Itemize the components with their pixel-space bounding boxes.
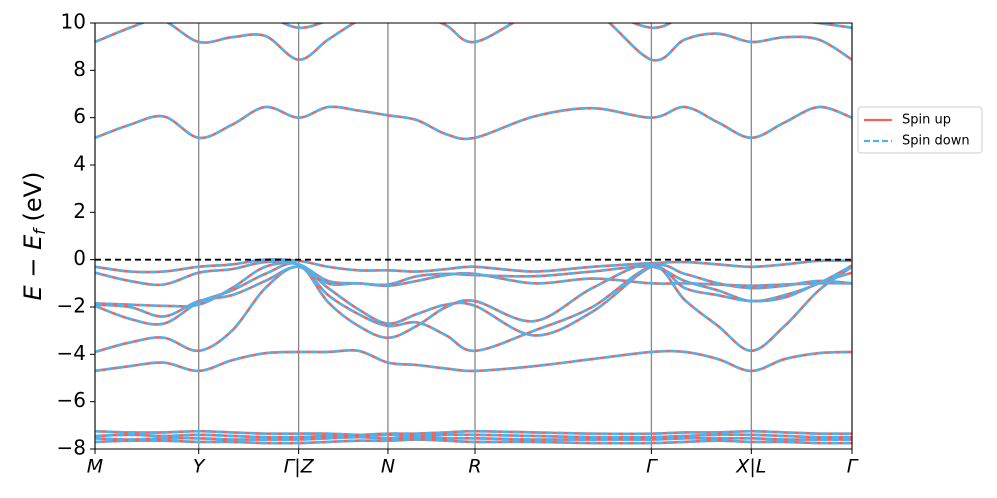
- y-tick-label: 4: [73, 152, 86, 176]
- band-line: [95, 23, 852, 44]
- band-line: [95, 265, 852, 354]
- y-tick-label: 2: [73, 199, 86, 223]
- y-tick-label: −2: [57, 294, 86, 318]
- legend: Spin up Spin down: [857, 106, 983, 154]
- x-tick-label: R: [468, 456, 481, 478]
- legend-label: Spin down: [902, 134, 970, 149]
- band-line: [165, 23, 852, 62]
- y-tick-label: 6: [73, 104, 86, 128]
- axes-layer: M Y Γ|Z N R Γ X|L Γ −8 −6 −4 −2 0 2 4 6 8 10: [57, 10, 859, 478]
- plot-frame: [94, 22, 853, 450]
- x-tick-label: Γ|Z: [284, 456, 315, 478]
- x-tick-label: Γ: [646, 456, 658, 478]
- y-label-sub: f: [30, 227, 49, 235]
- grid-layer: [94, 23, 853, 449]
- band-line: [95, 429, 852, 437]
- y-tick-label: −4: [57, 341, 86, 365]
- x-tick-label: Γ: [847, 456, 859, 478]
- band-line: [95, 261, 852, 353]
- x-tick-label: Y: [193, 456, 206, 478]
- y-label-main: E − E: [19, 234, 47, 301]
- legend-label: Spin up: [902, 113, 951, 128]
- band-line: [95, 105, 852, 141]
- y-label-unit: (eV): [19, 172, 47, 230]
- band-line: [95, 105, 852, 141]
- band-line: [95, 348, 852, 373]
- band-line: [165, 23, 852, 62]
- band-line: [95, 260, 852, 303]
- y-tick-label: −8: [57, 436, 86, 460]
- y-tick-label: 0: [73, 246, 86, 270]
- y-tick-label: −6: [57, 388, 86, 412]
- band-line: [95, 265, 852, 354]
- x-tick-label: M: [87, 456, 103, 478]
- legend-box: [857, 106, 983, 154]
- bands-layer: [95, 23, 852, 445]
- y-tick-label: 8: [73, 57, 86, 81]
- band-line: [95, 433, 852, 439]
- band-line: [95, 435, 852, 441]
- y-tick-label: 10: [61, 10, 86, 34]
- band-line: [95, 438, 852, 445]
- y-axis-label: E − Ef (eV): [19, 172, 49, 301]
- band-line: [95, 23, 852, 44]
- band-line: [95, 263, 852, 337]
- band-line: [95, 258, 852, 274]
- x-tick-label: X|L: [735, 456, 766, 478]
- x-tick-label: N: [381, 456, 395, 478]
